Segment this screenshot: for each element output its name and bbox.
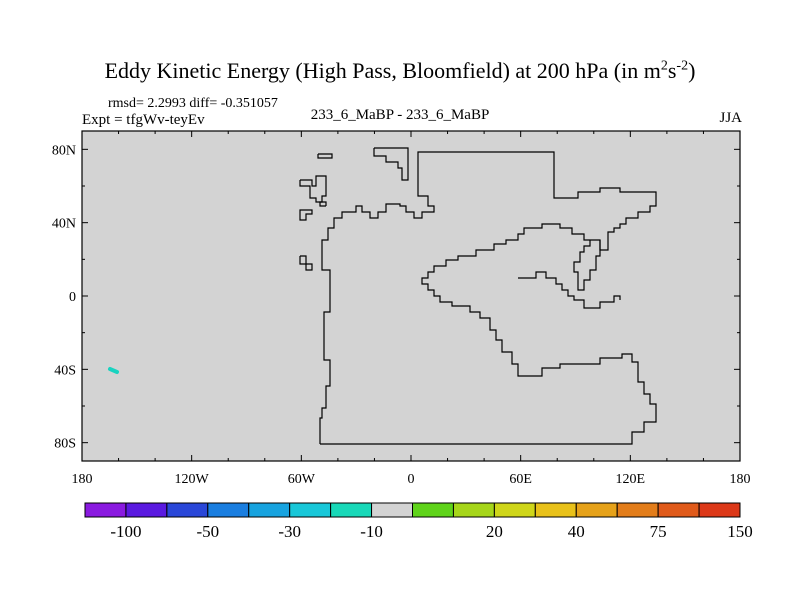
chart-title: Eddy Kinetic Energy (High Pass, Bloomfie… [104, 58, 696, 83]
colorbar-swatch [125, 502, 168, 518]
season-label: JJA [719, 110, 742, 126]
colorbar-swatch [534, 502, 577, 518]
colorbar: -100 -50 -30 -10 20 40 75 150 [84, 502, 753, 541]
colorbar-swatch [248, 502, 291, 518]
y-tick-label: 80S [54, 437, 76, 452]
feature-segment [108, 367, 119, 374]
coastline-outline [319, 151, 657, 445]
y-tick-label: 40S [54, 363, 76, 378]
colorbar-label: 150 [727, 522, 753, 541]
colorbar-label: 20 [486, 522, 503, 541]
colorbar-label: 40 [568, 522, 585, 541]
colorbar-label: -10 [360, 522, 383, 541]
plot-area [82, 131, 740, 461]
colorbar-swatch [575, 502, 618, 518]
coastline-greenland [373, 147, 409, 181]
coastline-inner [518, 271, 621, 309]
colorbar-swatch [207, 502, 250, 518]
colorbar-label: -100 [110, 522, 141, 541]
colorbar-swatch [330, 502, 373, 518]
colorbar-swatch [493, 502, 536, 518]
coastline-inner-east [573, 240, 601, 291]
center-subtitle: 233_6_MaBP - 233_6_MaBP [310, 107, 490, 123]
coastline-small-a [299, 209, 313, 221]
colorbar-label: -30 [278, 522, 301, 541]
x-tick-label: 60W [288, 472, 316, 487]
x-tick-label: 0 [408, 472, 415, 487]
y-tick-label: 0 [69, 290, 76, 305]
colorbar-swatch [698, 502, 741, 518]
x-tick-label: 60E [509, 472, 532, 487]
y-tick-label: 80N [52, 143, 76, 158]
colorbar-swatch [289, 502, 332, 518]
coastline-small-b [299, 255, 313, 271]
coastline-islands [317, 153, 333, 159]
colorbar-swatch [371, 502, 413, 518]
colorbar-swatch [657, 502, 700, 518]
colorbar-swatch [84, 502, 127, 518]
x-tick-label: 120E [616, 472, 646, 487]
experiment-label: Expt = tfgWv-teyEv [82, 112, 205, 128]
y-tick-label: 40N [52, 217, 76, 232]
rmsd-label: rmsd= 2.2993 diff= -0.351057 [108, 96, 278, 111]
x-tick-label: 120W [175, 472, 210, 487]
colorbar-swatch [452, 502, 495, 518]
colorbar-label: -50 [196, 522, 219, 541]
y-axis: 80N 40N 0 40S 80S [52, 143, 740, 452]
colorbar-swatch [166, 502, 209, 518]
coastline-small-c [319, 201, 327, 207]
coastline-west [299, 175, 327, 203]
colorbar-swatch [616, 502, 659, 518]
x-tick-label: 180 [730, 472, 751, 487]
x-axis: 180 120W 60W 0 60E 120E 180 [72, 131, 751, 487]
colorbar-label: 75 [650, 522, 667, 541]
colorbar-swatch [412, 502, 454, 518]
x-tick-label: 180 [72, 472, 93, 487]
